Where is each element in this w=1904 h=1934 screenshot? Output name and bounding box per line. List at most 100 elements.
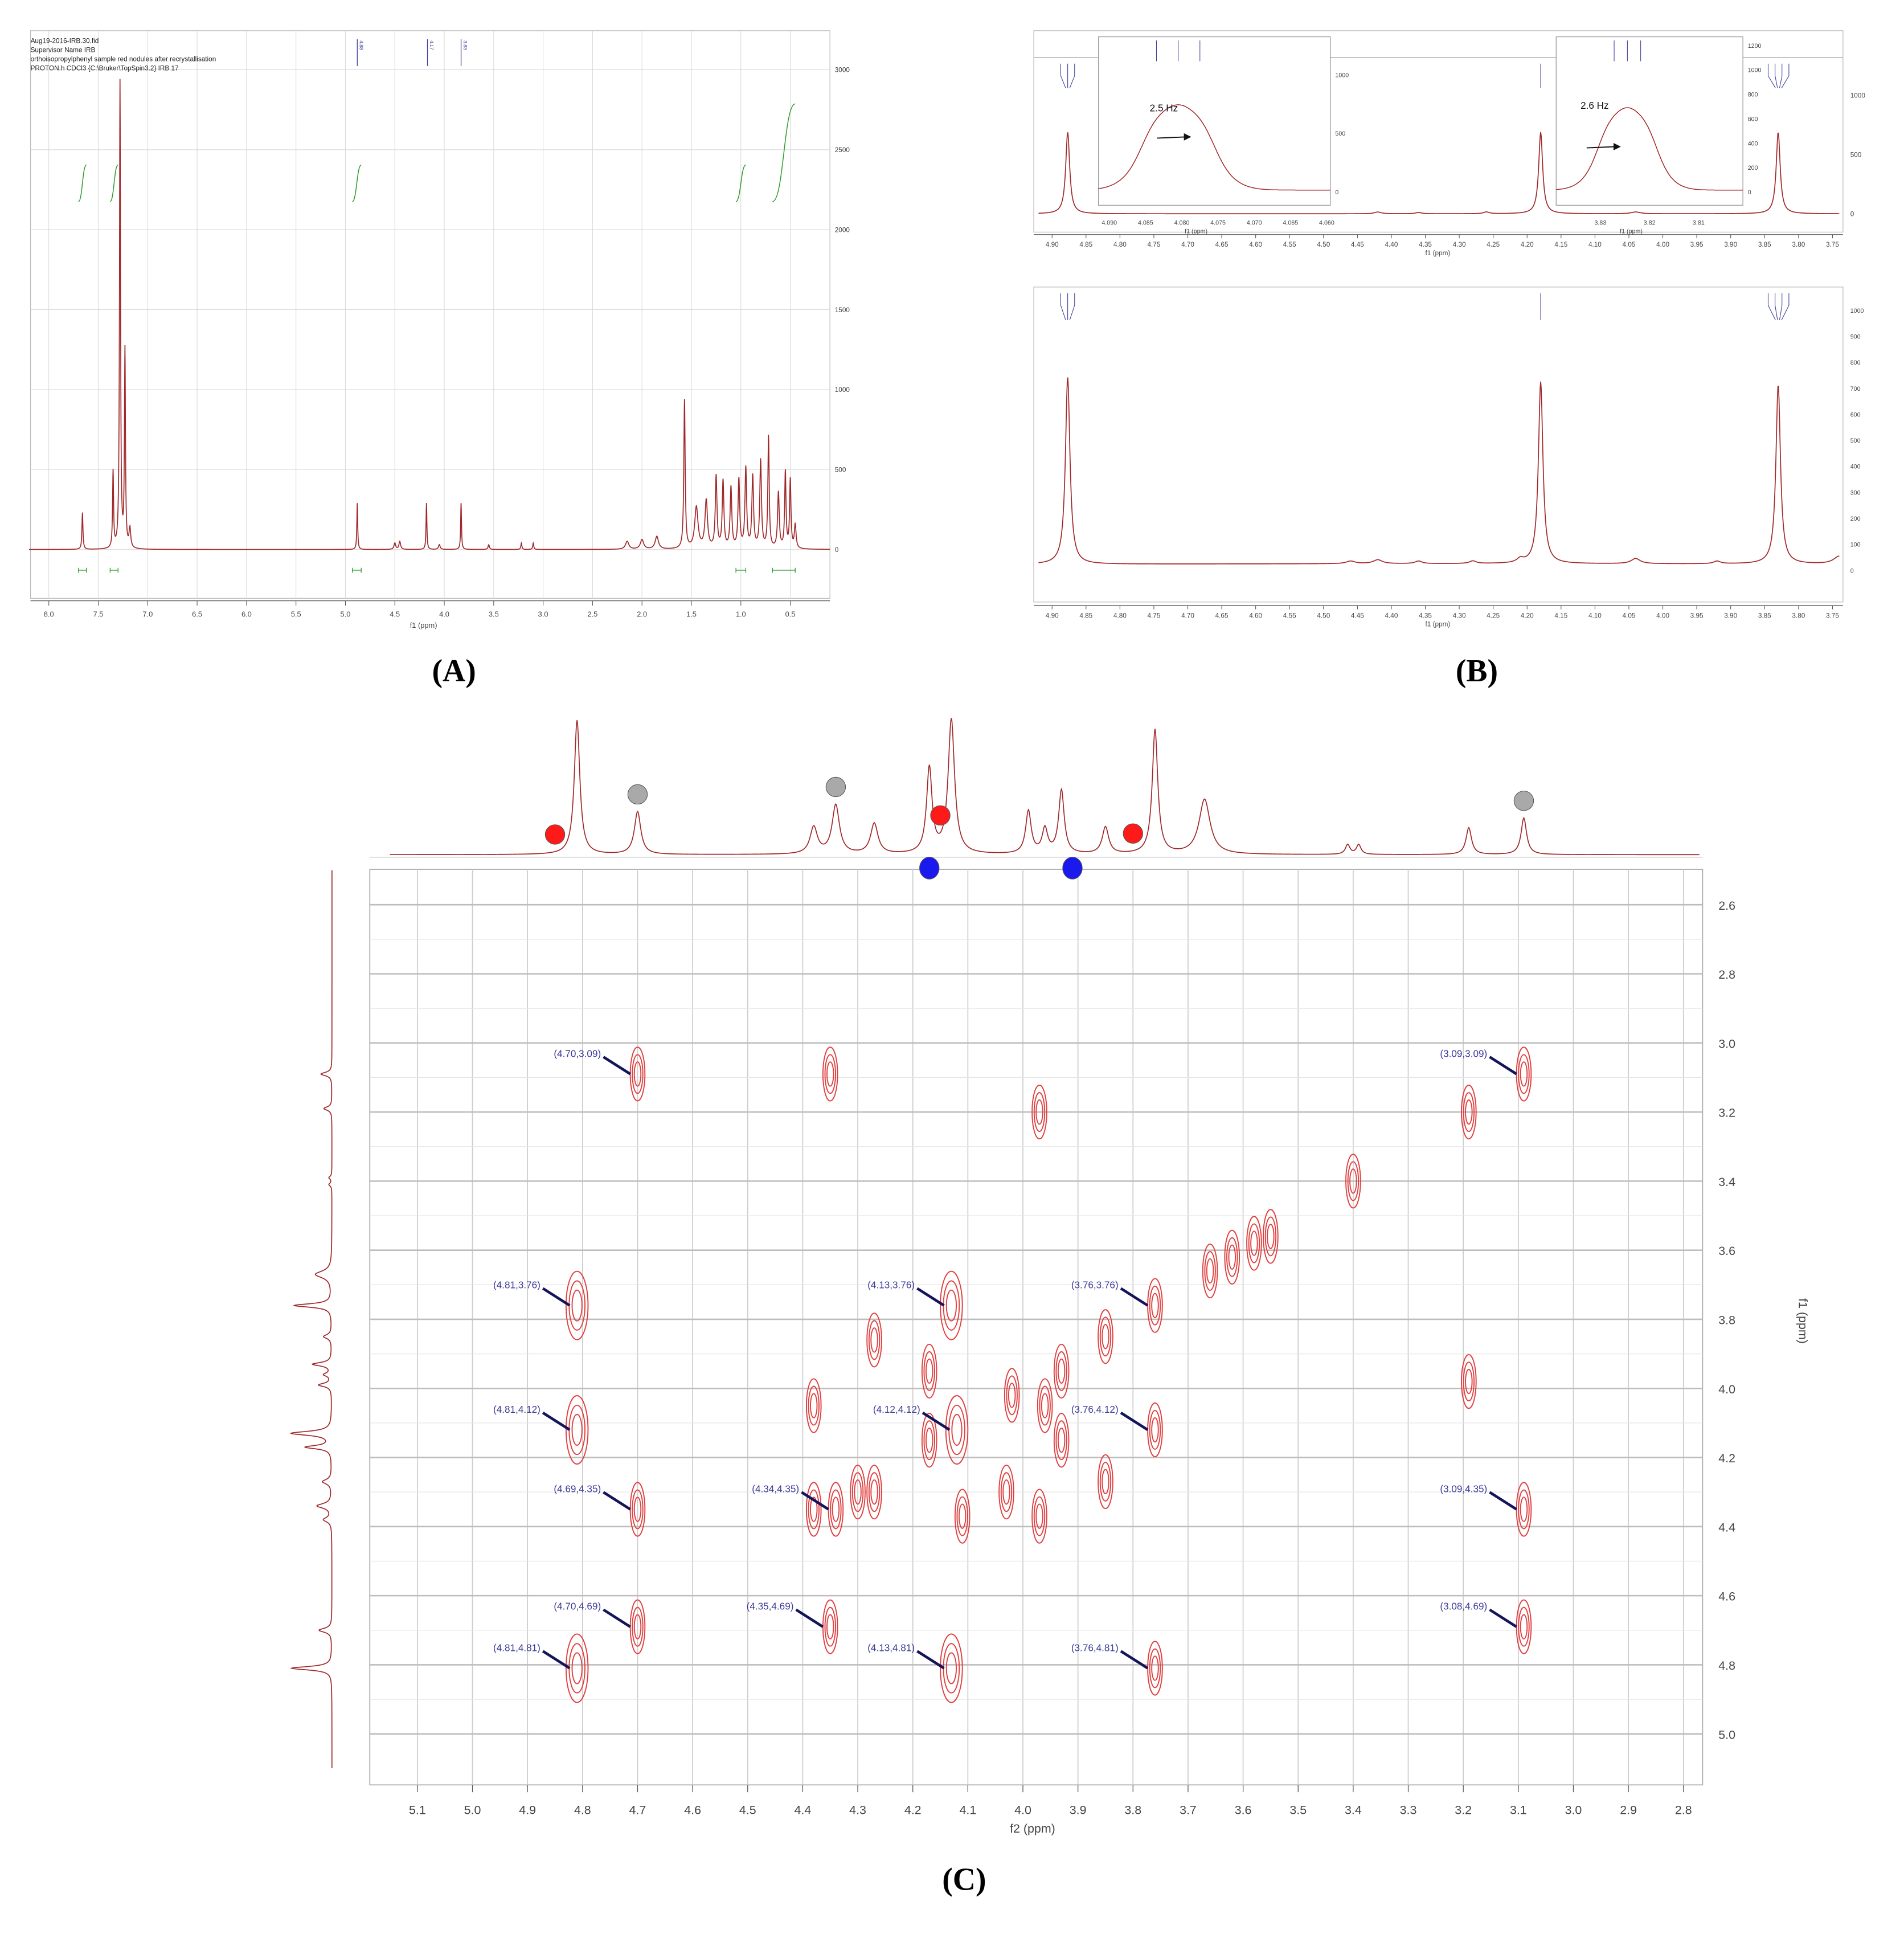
x-tick-label: 6.5	[192, 610, 202, 618]
cross-peak-label: (4.70,3.09)	[554, 1048, 601, 1059]
integral-curve	[78, 164, 87, 202]
integral-curve	[735, 164, 747, 202]
cross-peak-contour	[1228, 1244, 1236, 1270]
cross-peak-label: (4.12,4.12)	[873, 1404, 920, 1415]
x-tick-label: 4.35	[1419, 612, 1432, 620]
cross-peak-contour	[1264, 1216, 1277, 1257]
x-tick-label: 4.65	[1215, 241, 1229, 248]
x-tick-label: 3.75	[1826, 241, 1839, 248]
y-tick-label: 3.2	[1718, 1106, 1735, 1120]
cross-peak-contour	[826, 1614, 834, 1639]
cross-peak-contour	[956, 1496, 968, 1536]
x-tick-label: 3.0	[538, 610, 548, 618]
cross-peak-contour	[1039, 1385, 1051, 1426]
cross-peak-label: (4.81,3.76)	[493, 1279, 541, 1291]
cross-peak-contour	[1035, 1503, 1043, 1529]
y-tick-label: 600	[1850, 411, 1861, 418]
inset-x-tick-label: 3.82	[1644, 220, 1656, 227]
cross-peak-contour	[1099, 1316, 1112, 1357]
inset-2: 3.83 3.82 3.81 f1 (ppm) 0 200 400 600 800 1000 120…	[1555, 36, 1762, 235]
y-tick-label: 1000	[1850, 92, 1866, 100]
cross-peak-contour	[832, 1497, 840, 1522]
cross-peak-label: (3.76,4.12)	[1071, 1404, 1119, 1415]
cross-peak-contour	[1349, 1168, 1357, 1194]
cross-peak-contour	[824, 1606, 836, 1647]
x-tick-label: 4.3	[849, 1804, 866, 1817]
x-tick-label: 4.80	[1113, 612, 1127, 620]
inset-x-tick-label: 4.085	[1138, 220, 1153, 227]
label-leader	[603, 1608, 631, 1628]
x-tick-label: 3.4	[1345, 1804, 1362, 1817]
cross-peak-contour	[632, 1489, 644, 1530]
x-tick-label: 4.10	[1588, 612, 1602, 620]
peak-pick-line	[1767, 63, 1776, 88]
x-tick-label: 7.0	[142, 610, 153, 618]
x-tick-label: 3.85	[1758, 241, 1771, 248]
cross-peak-contour	[633, 1614, 642, 1639]
cross-peak-label: (4.34,4.35)	[752, 1483, 799, 1495]
cross-peak-contour	[1098, 1309, 1113, 1364]
x-tick-label: 5.1	[409, 1804, 426, 1817]
peak-pick-label: 4.17	[429, 40, 435, 50]
cross-peak-contour	[1149, 1285, 1161, 1326]
x-tick-label: 3.5	[1289, 1804, 1307, 1817]
cross-peak-contour	[805, 1378, 822, 1433]
label-leader	[1120, 1287, 1149, 1307]
x-tick-label: 4.55	[1283, 612, 1296, 620]
x-tick-label: 4.25	[1487, 241, 1500, 248]
arrow-shaft	[1586, 146, 1616, 149]
inset-1: 4.090 4.085 4.080 4.075 4.070 4.065 4.060 f1 (p…	[1098, 36, 1349, 235]
cross-peak-contour	[1520, 1061, 1528, 1087]
spectrum-header-line: PROTON.h CDCl3 {C:\Bruker\TopSpin3.2} IR…	[31, 65, 179, 72]
y-tick-label: 4.6	[1718, 1590, 1735, 1604]
cross-peak-contour	[633, 1497, 642, 1522]
y-tick-label: 3.0	[1718, 1037, 1735, 1050]
cross-peak-contour	[1224, 1229, 1240, 1285]
x-tick-label: 3.95	[1690, 241, 1704, 248]
peak-pick-label: 4.88	[359, 40, 365, 50]
cross-peak-contour	[921, 1343, 937, 1399]
cross-peak-contour	[868, 1320, 881, 1360]
cross-peak-contour	[1149, 1410, 1161, 1450]
inset-x-tick-label: 4.075	[1210, 220, 1226, 227]
cross-peak-contour	[945, 1289, 957, 1322]
cross-peak-contour	[1226, 1237, 1238, 1277]
cross-peak-contour	[808, 1385, 820, 1426]
cross-peak-contour	[1033, 1092, 1046, 1132]
x-tick-label: 4.85	[1079, 612, 1092, 620]
x-tick-label: 3.90	[1724, 241, 1737, 248]
cross-peak-contour	[954, 1489, 971, 1544]
peak-pick-line	[1060, 293, 1066, 320]
x-tick-label: 4.4	[795, 1804, 812, 1817]
red-marker	[544, 824, 566, 845]
peak-pick-line	[1060, 63, 1066, 88]
x-tick-label: 4.75	[1147, 612, 1160, 620]
y-tick-label: 4.8	[1718, 1659, 1735, 1673]
y-tick-label: 300	[1850, 489, 1861, 496]
y-tick-label: 3000	[835, 67, 850, 74]
y-tick-label: 2500	[835, 146, 850, 154]
cross-peak-contour	[1463, 1361, 1475, 1402]
f1-projection-trace	[289, 870, 333, 1768]
cross-peak-contour	[854, 1479, 862, 1505]
x-tick-label: 4.30	[1453, 612, 1466, 620]
blue-marker	[1062, 857, 1083, 880]
y-tick-label: 0	[835, 546, 839, 554]
gray-marker	[627, 784, 648, 805]
integral-curve	[772, 103, 796, 202]
cross-peak-contour	[1000, 1472, 1013, 1512]
y-tick-label: 2.8	[1718, 968, 1735, 982]
coupling-annotation: 2.6 Hz	[1580, 100, 1609, 111]
inset-frame	[1098, 36, 1331, 206]
label-leader	[542, 1287, 571, 1307]
x-tick-label: 6.0	[241, 610, 252, 618]
cross-peak-label: (3.09,3.09)	[1440, 1048, 1487, 1059]
x-tick-label: 2.9	[1620, 1804, 1637, 1817]
x-tick-label: 4.65	[1215, 612, 1229, 620]
y-tick-label: 4.4	[1718, 1520, 1735, 1534]
cross-peak-contour	[851, 1472, 864, 1512]
cross-peak-contour	[1057, 1428, 1066, 1453]
panel-b-top: 4.90 4.85 4.80 4.75 4.70 4.65 4.60 4.55 4.50 4.45…	[1033, 30, 1866, 257]
x-tick-label: 1.5	[686, 610, 697, 618]
x-tick-label: 4.25	[1487, 612, 1500, 620]
